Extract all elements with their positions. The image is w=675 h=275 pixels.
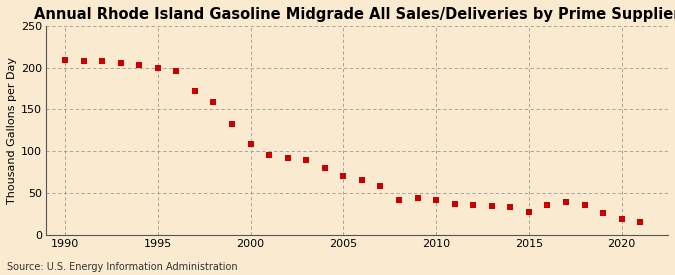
Point bbox=[264, 153, 275, 158]
Point bbox=[97, 59, 107, 63]
Point bbox=[579, 202, 590, 207]
Point bbox=[338, 174, 349, 178]
Point bbox=[190, 89, 200, 93]
Point bbox=[171, 69, 182, 73]
Point bbox=[487, 204, 497, 208]
Y-axis label: Thousand Gallons per Day: Thousand Gallons per Day bbox=[7, 57, 17, 204]
Point bbox=[412, 196, 423, 200]
Point bbox=[282, 156, 293, 160]
Point bbox=[134, 63, 144, 67]
Point bbox=[431, 198, 441, 203]
Point bbox=[319, 166, 330, 170]
Point bbox=[450, 202, 460, 206]
Point bbox=[59, 58, 70, 62]
Point bbox=[356, 178, 367, 183]
Point bbox=[634, 220, 645, 224]
Point bbox=[468, 203, 479, 208]
Point bbox=[208, 100, 219, 104]
Point bbox=[542, 202, 553, 207]
Point bbox=[597, 211, 608, 215]
Title: Annual Rhode Island Gasoline Midgrade All Sales/Deliveries by Prime Supplier: Annual Rhode Island Gasoline Midgrade Al… bbox=[34, 7, 675, 22]
Text: Source: U.S. Energy Information Administration: Source: U.S. Energy Information Administ… bbox=[7, 262, 238, 272]
Point bbox=[524, 210, 535, 214]
Point bbox=[245, 142, 256, 147]
Point bbox=[561, 200, 572, 204]
Point bbox=[394, 197, 404, 202]
Point bbox=[115, 61, 126, 66]
Point bbox=[301, 158, 312, 163]
Point bbox=[616, 217, 627, 221]
Point bbox=[375, 184, 386, 188]
Point bbox=[78, 59, 89, 63]
Point bbox=[227, 122, 238, 127]
Point bbox=[505, 205, 516, 209]
Point bbox=[153, 65, 163, 70]
